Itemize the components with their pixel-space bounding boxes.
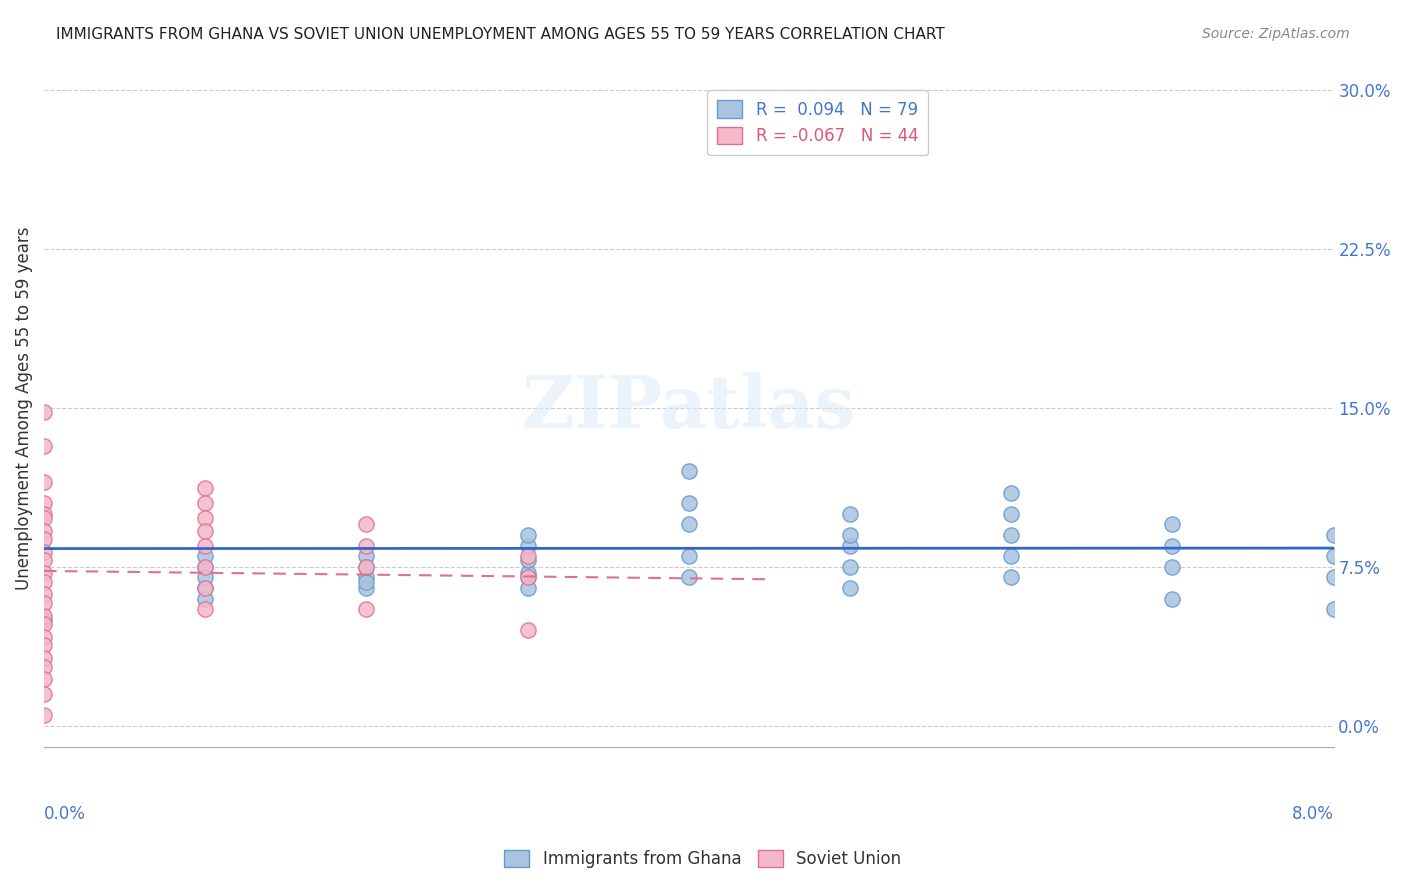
Point [194,549,217,564]
Point [1000,507,1022,521]
Point [516,566,538,581]
Point [32,511,55,525]
Point [32,475,55,489]
Point [356,574,378,589]
Point [32,439,55,453]
Point [356,559,378,574]
Point [678,496,700,510]
Point [194,511,217,525]
Point [516,539,538,553]
Point [194,581,217,595]
Point [678,570,700,584]
Point [32,651,55,665]
Point [32,496,55,510]
Point [32,630,55,644]
Point [839,528,862,542]
Point [194,482,217,496]
Y-axis label: Unemployment Among Ages 55 to 59 years: Unemployment Among Ages 55 to 59 years [15,226,32,590]
Point [1322,549,1344,564]
Point [356,570,378,584]
Point [1161,517,1184,532]
Point [194,591,217,606]
Point [678,465,700,479]
Point [32,405,55,419]
Point [516,581,538,595]
Point [32,708,55,723]
Text: ZIPatlas: ZIPatlas [522,372,856,443]
Point [1161,539,1184,553]
Point [194,581,217,595]
Point [32,687,55,701]
Point [356,602,378,616]
Point [32,587,55,601]
Point [194,496,217,510]
Point [516,553,538,567]
Legend: R =  0.094   N = 79, R = -0.067   N = 44: R = 0.094 N = 79, R = -0.067 N = 44 [707,90,928,155]
Point [516,624,538,638]
Point [32,566,55,581]
Point [356,549,378,564]
Point [1000,549,1022,564]
Point [1322,570,1344,584]
Point [1322,602,1344,616]
Point [194,539,217,553]
Point [194,524,217,538]
Point [32,553,55,567]
Point [356,559,378,574]
Point [356,581,378,595]
Point [356,517,378,532]
Point [32,574,55,589]
Point [1161,559,1184,574]
Point [516,549,538,564]
Point [194,570,217,584]
Point [194,602,217,616]
Point [32,596,55,610]
Point [32,617,55,632]
Point [516,528,538,542]
Point [1000,485,1022,500]
Point [1322,528,1344,542]
Point [194,559,217,574]
Text: 8.0%: 8.0% [1292,805,1333,822]
Point [32,659,55,673]
Point [194,559,217,574]
Text: 0.0%: 0.0% [44,805,86,822]
Point [32,613,55,627]
Point [1000,570,1022,584]
Point [839,507,862,521]
Point [516,570,538,584]
Legend: Immigrants from Ghana, Soviet Union: Immigrants from Ghana, Soviet Union [498,843,908,875]
Point [32,524,55,538]
Point [1000,528,1022,542]
Point [678,517,700,532]
Point [356,539,378,553]
Point [32,545,55,559]
Point [32,638,55,652]
Point [839,559,862,574]
Point [1161,591,1184,606]
Text: IMMIGRANTS FROM GHANA VS SOVIET UNION UNEMPLOYMENT AMONG AGES 55 TO 59 YEARS COR: IMMIGRANTS FROM GHANA VS SOVIET UNION UN… [56,27,945,42]
Point [32,507,55,521]
Point [32,608,55,623]
Point [32,672,55,686]
Point [32,533,55,547]
Text: Source: ZipAtlas.com: Source: ZipAtlas.com [1202,27,1350,41]
Point [516,570,538,584]
Point [678,549,700,564]
Point [839,581,862,595]
Point [839,539,862,553]
